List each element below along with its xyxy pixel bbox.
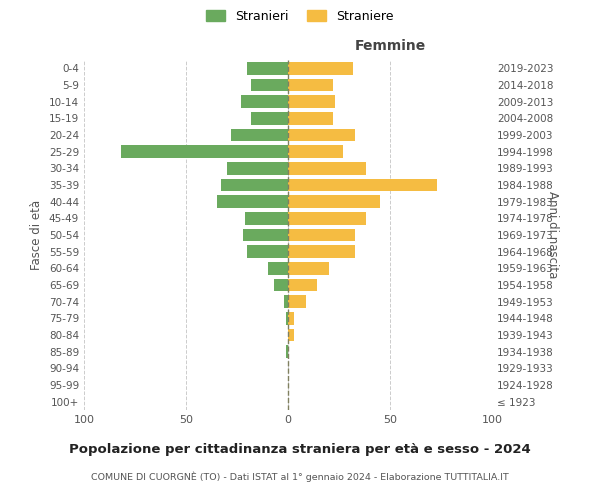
Bar xyxy=(231,129,288,141)
Y-axis label: Anni di nascita: Anni di nascita xyxy=(546,192,559,278)
Bar xyxy=(284,296,288,308)
Bar xyxy=(288,329,294,341)
Bar xyxy=(288,146,343,158)
Bar xyxy=(286,346,288,358)
Bar xyxy=(288,196,380,208)
Bar xyxy=(288,212,365,224)
Bar xyxy=(286,312,288,324)
Bar xyxy=(288,96,335,108)
Bar xyxy=(288,112,333,124)
Bar xyxy=(288,312,294,324)
Y-axis label: Fasce di età: Fasce di età xyxy=(31,200,43,270)
Bar xyxy=(288,296,307,308)
Bar xyxy=(288,262,329,274)
Bar xyxy=(247,246,288,258)
Bar xyxy=(288,279,317,291)
Text: Femmine: Femmine xyxy=(355,39,425,53)
Bar xyxy=(288,79,333,92)
Bar xyxy=(245,212,288,224)
Bar xyxy=(243,229,288,241)
Bar xyxy=(288,129,355,141)
Bar xyxy=(288,246,355,258)
Bar xyxy=(288,62,353,74)
Bar xyxy=(288,229,355,241)
Bar xyxy=(268,262,288,274)
Text: Popolazione per cittadinanza straniera per età e sesso - 2024: Popolazione per cittadinanza straniera p… xyxy=(69,442,531,456)
Bar xyxy=(241,96,288,108)
Text: COMUNE DI CUORGNÈ (TO) - Dati ISTAT al 1° gennaio 2024 - Elaborazione TUTTITALIA: COMUNE DI CUORGNÈ (TO) - Dati ISTAT al 1… xyxy=(91,471,509,482)
Legend: Stranieri, Straniere: Stranieri, Straniere xyxy=(203,6,397,26)
Bar xyxy=(227,162,288,174)
Bar xyxy=(274,279,288,291)
Bar xyxy=(247,62,288,74)
Bar xyxy=(251,79,288,92)
Bar xyxy=(217,196,288,208)
Bar xyxy=(288,162,365,174)
Bar xyxy=(221,179,288,192)
Bar xyxy=(121,146,288,158)
Bar xyxy=(288,179,437,192)
Bar xyxy=(251,112,288,124)
